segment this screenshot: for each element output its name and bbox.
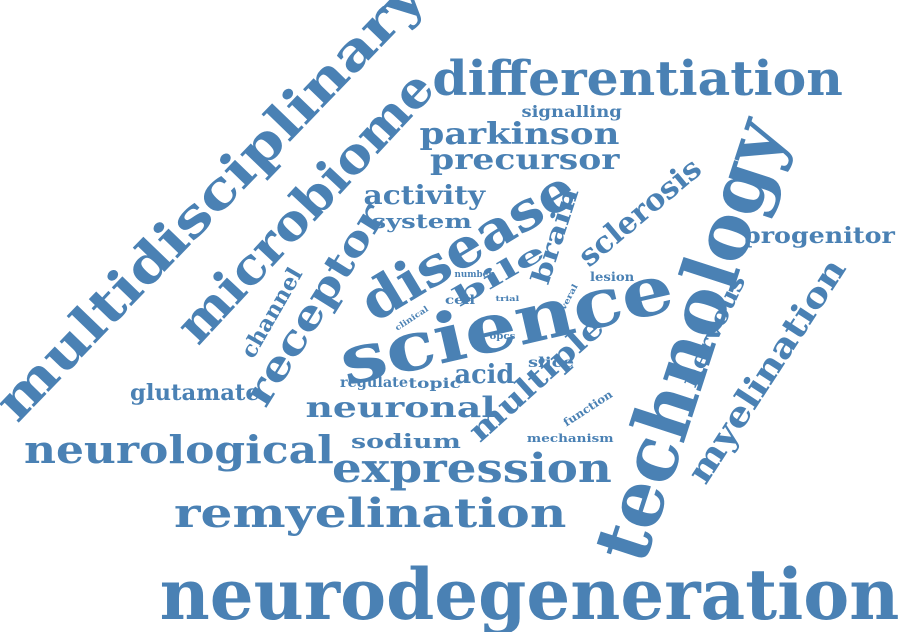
word-sodium: sodium	[351, 429, 461, 453]
word-function: function	[560, 387, 616, 429]
word-neurodegeneration: neurodegeneration	[159, 553, 899, 632]
word-mechanism: mechanism	[526, 431, 614, 445]
word-neuronal: neuronal	[304, 391, 496, 424]
word-neurological: neurological	[23, 427, 334, 472]
word-number: number	[454, 269, 493, 280]
word-lesion: lesion	[589, 270, 635, 284]
word-cell: cell	[444, 293, 476, 307]
word-precursor: precursor	[430, 143, 620, 176]
word-parkinson: parkinson	[419, 117, 619, 152]
word-acid: acid	[453, 360, 514, 390]
word-progenitor: progenitor	[742, 223, 895, 249]
word-system: system	[370, 209, 472, 233]
word-regulate: regulate	[340, 375, 409, 391]
word-differentiation: differentiation	[431, 51, 843, 107]
word-activity: activity	[363, 181, 485, 211]
word-slice: slice	[528, 355, 574, 371]
word-trial: trial	[495, 293, 519, 303]
word-topic: topic	[407, 376, 461, 392]
word-opcs: opcs	[489, 331, 515, 342]
word-remyelination: remyelination	[174, 490, 567, 537]
word-signalling: signalling	[520, 102, 622, 121]
word-expression: expression	[331, 445, 612, 492]
word-glutamate: glutamate	[129, 380, 260, 406]
